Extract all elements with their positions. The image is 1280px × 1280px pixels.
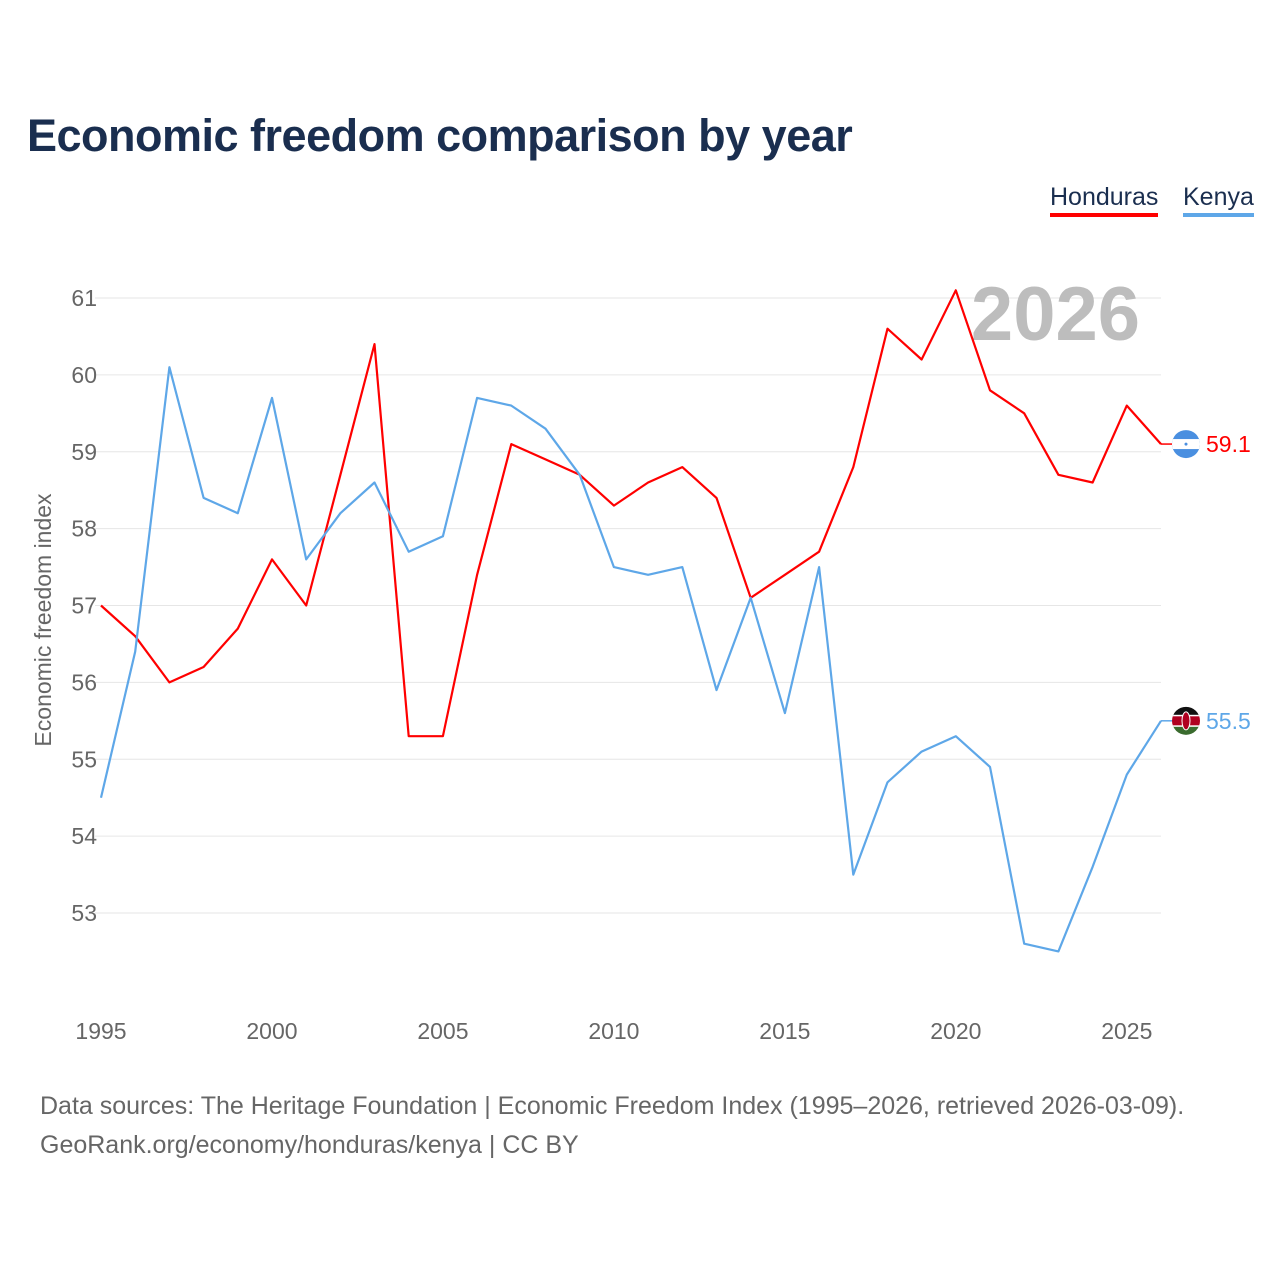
- series-line-kenya[interactable]: [99, 366, 1162, 953]
- y-tick-label: 57: [71, 593, 97, 619]
- y-tick-label: 54: [71, 823, 97, 849]
- x-tick-label: 2005: [417, 1018, 468, 1044]
- y-tick-label: 55: [71, 746, 97, 772]
- flag-icon-kenya: [1161, 706, 1200, 735]
- y-tick-label: 53: [71, 900, 97, 926]
- y-tick-label: 56: [71, 669, 97, 695]
- y-tick-label: 60: [71, 362, 97, 388]
- x-tick-label: 2015: [759, 1018, 810, 1044]
- x-tick-label: 2025: [1101, 1018, 1152, 1044]
- year-watermark: 2026: [971, 272, 1140, 357]
- series-line-honduras[interactable]: [100, 289, 1162, 738]
- source-note: Data sources: The Heritage Foundation | …: [40, 1087, 1184, 1165]
- x-tick-label: 1995: [75, 1018, 126, 1044]
- source-line-2[interactable]: GeoRank.org/economy/honduras/kenya | CC …: [40, 1131, 579, 1159]
- x-tick-label: 2020: [930, 1018, 981, 1044]
- y-tick-label: 58: [71, 516, 97, 542]
- x-tick-label: 2000: [246, 1018, 297, 1044]
- y-tick-label: 59: [71, 439, 97, 465]
- source-line-1: Data sources: The Heritage Foundation | …: [40, 1092, 1185, 1120]
- chart-title: Economic freedom comparison by year: [27, 110, 853, 161]
- y-axis-label: Economic freedom index: [30, 493, 56, 747]
- flag-icon-honduras: [1161, 430, 1200, 459]
- legend-honduras[interactable]: Honduras: [1050, 183, 1159, 217]
- legend-kenya[interactable]: Kenya: [1183, 183, 1254, 217]
- x-tick-label: 2010: [588, 1018, 639, 1044]
- y-tick-label: 61: [71, 285, 97, 311]
- end-label-honduras: 59.1: [1206, 431, 1251, 457]
- end-label-kenya: 55.5: [1206, 708, 1251, 734]
